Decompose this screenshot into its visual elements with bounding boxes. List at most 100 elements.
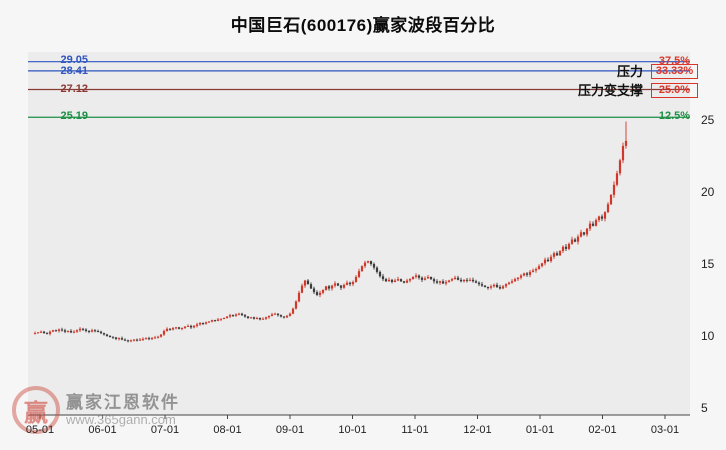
candle-body bbox=[360, 266, 364, 272]
candle-body bbox=[102, 333, 106, 335]
pressure-annotation: 压力 bbox=[616, 64, 643, 79]
candle-body bbox=[513, 279, 517, 282]
x-axis-label: 06-01 bbox=[88, 424, 117, 436]
plot-background bbox=[28, 52, 690, 415]
candle-body bbox=[114, 337, 118, 339]
candle-body bbox=[450, 279, 454, 281]
candle-body bbox=[426, 276, 430, 279]
candle-body bbox=[237, 313, 241, 315]
candle-body bbox=[99, 331, 103, 334]
candle-body bbox=[48, 331, 52, 334]
candle-body bbox=[561, 246, 565, 252]
candle-body bbox=[189, 325, 193, 328]
candle-body bbox=[75, 330, 79, 332]
candle-body bbox=[399, 279, 403, 282]
candle-body bbox=[93, 330, 97, 332]
candle-body bbox=[492, 284, 496, 287]
candle-body bbox=[66, 330, 70, 332]
candle-body bbox=[198, 323, 202, 325]
chart-title: 中国巨石(600176)赢家波段百分比 bbox=[230, 16, 496, 35]
candle-body bbox=[270, 314, 274, 316]
candle-body bbox=[420, 277, 424, 280]
candle-body bbox=[432, 279, 436, 282]
candle-body bbox=[474, 281, 478, 283]
candle-body bbox=[600, 216, 604, 219]
level-price-label: 25.19 bbox=[60, 110, 88, 122]
candle-body bbox=[321, 289, 325, 293]
candle-body bbox=[120, 338, 124, 340]
candle-body bbox=[249, 317, 253, 319]
x-axis-label: 09-01 bbox=[275, 424, 305, 436]
candle-body bbox=[297, 292, 301, 302]
candle-body bbox=[144, 338, 148, 340]
candle-body bbox=[228, 315, 232, 317]
candle-body bbox=[375, 267, 379, 272]
candle-body bbox=[351, 282, 355, 285]
candle-body bbox=[279, 315, 283, 317]
candle-body bbox=[555, 253, 559, 256]
candle-body bbox=[363, 262, 367, 267]
candle-body bbox=[117, 338, 121, 340]
candle-body bbox=[543, 259, 547, 264]
candle-body bbox=[141, 338, 145, 340]
candle-body bbox=[288, 313, 292, 316]
candle-body bbox=[318, 292, 322, 295]
candle-body bbox=[276, 313, 280, 316]
candle-body bbox=[585, 228, 589, 235]
candle-body bbox=[483, 285, 487, 288]
candle-body bbox=[504, 284, 508, 287]
candle-body bbox=[222, 318, 226, 319]
candle-body bbox=[108, 336, 112, 337]
level-price-label: 29.05 bbox=[60, 54, 88, 66]
candle-body bbox=[42, 331, 46, 334]
candle-body bbox=[84, 329, 88, 331]
candle-body bbox=[459, 279, 463, 282]
candle-body bbox=[183, 326, 187, 329]
candle-body bbox=[201, 323, 205, 325]
candle-body bbox=[537, 266, 541, 270]
candle-body bbox=[552, 253, 556, 257]
candle-body bbox=[285, 315, 289, 318]
candle-body bbox=[564, 246, 568, 249]
candle-body bbox=[456, 277, 460, 280]
candle-body bbox=[435, 281, 439, 283]
candle-body bbox=[303, 280, 307, 286]
candle-body bbox=[213, 320, 217, 322]
candle-body bbox=[477, 282, 481, 285]
candle-body bbox=[147, 338, 151, 340]
candle-body bbox=[39, 331, 43, 333]
candle-body bbox=[606, 204, 610, 213]
candle-body bbox=[414, 275, 418, 277]
candle-body bbox=[195, 324, 199, 326]
candle-body bbox=[330, 285, 334, 289]
candle-body bbox=[498, 287, 502, 289]
candle-body bbox=[153, 337, 157, 339]
candle-body bbox=[495, 284, 499, 288]
candle-body bbox=[33, 333, 37, 335]
candle-body bbox=[468, 279, 472, 281]
candle-body bbox=[327, 286, 331, 289]
level-price-label: 27.12 bbox=[60, 83, 88, 95]
candle-body bbox=[51, 330, 55, 332]
candle-body bbox=[525, 273, 529, 275]
candle-body bbox=[531, 270, 535, 272]
candle-body bbox=[192, 325, 196, 328]
candle-body bbox=[267, 315, 271, 318]
candle-body bbox=[357, 271, 361, 277]
candle-body bbox=[480, 284, 484, 286]
candle-body bbox=[546, 259, 550, 262]
candle-body bbox=[393, 280, 397, 282]
candle-body bbox=[174, 327, 178, 329]
candle-body bbox=[618, 160, 622, 174]
candle-body bbox=[168, 328, 172, 330]
candle-body bbox=[252, 317, 256, 319]
candle-body bbox=[96, 330, 100, 332]
candle-body bbox=[438, 281, 442, 283]
candle-body bbox=[159, 334, 163, 337]
candle-body bbox=[576, 236, 580, 242]
candle-body bbox=[210, 320, 214, 322]
candle-body bbox=[273, 313, 277, 315]
candle-body bbox=[45, 333, 49, 335]
candle-body bbox=[282, 316, 286, 318]
